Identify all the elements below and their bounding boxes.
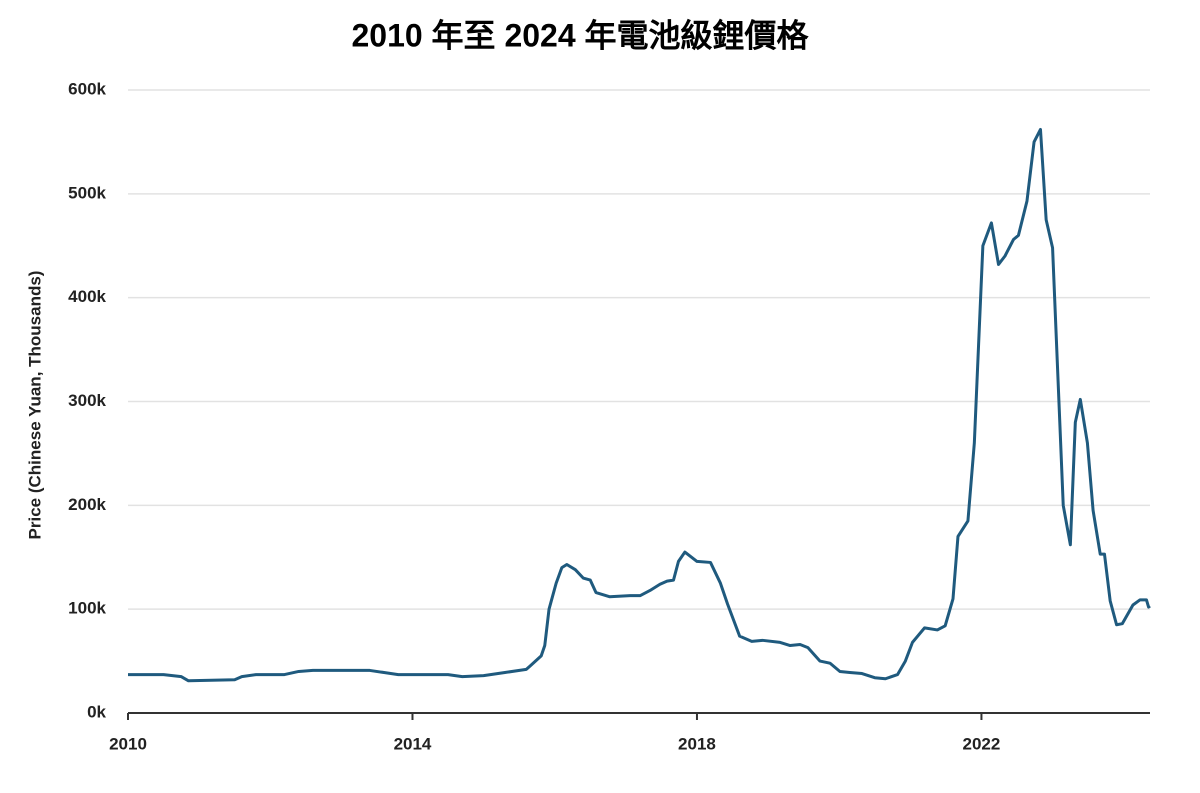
- y-tick-label: 600k: [68, 79, 106, 98]
- x-tick-label: 2010: [109, 734, 147, 753]
- chart-title: 2010 年至 2024 年電池級鋰價格: [351, 17, 809, 53]
- y-axis-label: Price (Chinese Yuan, Thousands): [25, 271, 44, 540]
- y-tick-label: 500k: [68, 183, 106, 202]
- x-tick-label: 2018: [678, 734, 716, 753]
- x-tick-label: 2014: [394, 734, 432, 753]
- y-tick-label: 300k: [68, 391, 106, 410]
- y-tick-label: 0k: [87, 702, 106, 721]
- y-tick-label: 100k: [68, 599, 106, 618]
- price-line: [128, 127, 1151, 683]
- y-tick-label: 200k: [68, 495, 106, 514]
- x-tick-label: 2022: [963, 734, 1001, 753]
- y-tick-label: 400k: [68, 287, 106, 306]
